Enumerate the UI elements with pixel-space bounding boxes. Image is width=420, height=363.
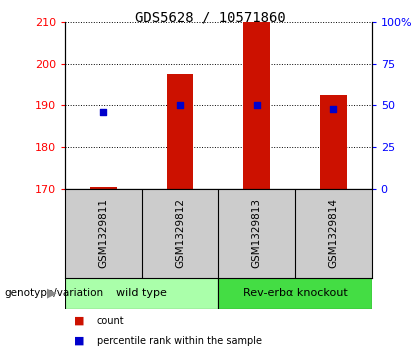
Point [330, 106, 337, 111]
Bar [218, 278, 372, 309]
Bar [65, 278, 218, 309]
Text: GSM1329813: GSM1329813 [252, 198, 262, 268]
Bar [167, 74, 194, 189]
Text: Rev-erbα knockout: Rev-erbα knockout [243, 288, 347, 298]
Text: GDS5628 / 10571860: GDS5628 / 10571860 [135, 11, 285, 25]
Text: ▶: ▶ [47, 287, 57, 299]
Bar [320, 95, 347, 189]
Bar [90, 187, 117, 189]
Point [253, 102, 260, 108]
Text: GSM1329814: GSM1329814 [328, 198, 339, 268]
Text: ■: ■ [74, 336, 84, 346]
Text: GSM1329812: GSM1329812 [175, 198, 185, 268]
Text: GSM1329811: GSM1329811 [98, 198, 108, 268]
Text: count: count [97, 316, 124, 326]
Bar [243, 20, 270, 189]
Text: wild type: wild type [116, 288, 167, 298]
Text: genotype/variation: genotype/variation [4, 288, 103, 298]
Text: ■: ■ [74, 316, 84, 326]
Point [177, 102, 184, 108]
Point [100, 109, 107, 115]
Text: percentile rank within the sample: percentile rank within the sample [97, 336, 262, 346]
